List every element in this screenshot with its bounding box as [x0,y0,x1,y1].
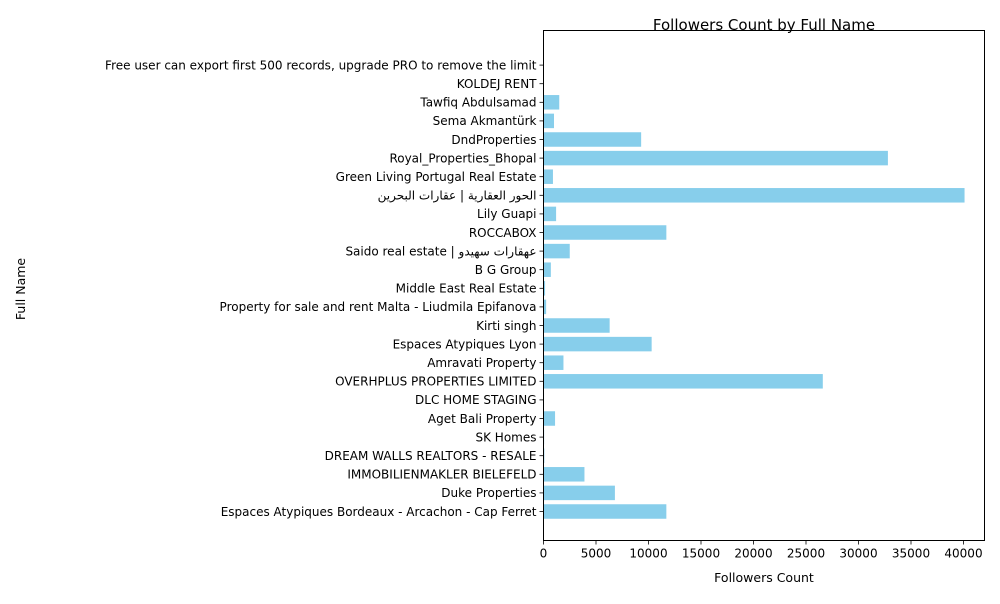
y-tick-label: ROCCABOX [469,226,537,240]
bar [544,355,564,370]
y-tick-label: B G Group [475,263,537,277]
bar [544,486,615,501]
y-tick-label: Saido real estate | عهقارات سهيدو [345,244,536,259]
bar [544,207,557,222]
bar [544,504,667,519]
x-tick-label: 30000 [839,547,877,561]
y-tick-label: KOLDEJ RENT [457,77,537,91]
x-tick-label: 20000 [734,547,772,561]
y-tick-label: Sema Akmantürk [433,114,537,128]
y-tick-label: Middle East Real Estate [396,282,537,296]
plot-frame [544,31,985,541]
y-tick-label: SK Homes [476,430,537,444]
bar [544,411,556,426]
y-tick-label: الحور العقارية | عقارات البحرين [378,189,537,204]
y-tick-label: Kirti singh [476,319,536,333]
bar [544,95,560,110]
y-tick-label: Property for sale and rent Malta - Liudm… [220,300,537,314]
bar [544,225,667,240]
bar [544,151,888,166]
x-tick-label: 15000 [682,547,720,561]
bar [544,244,570,259]
y-axis-title: Full Name [13,258,28,321]
bar [544,337,652,352]
chart-title: Followers Count by Full Name [653,16,875,34]
y-tick-label: Lily Guapi [477,207,536,221]
x-tick-label: 40000 [944,547,982,561]
bar [544,188,965,203]
bar [544,132,642,147]
y-tick-label: OVERHPLUS PROPERTIES LIMITED [335,375,536,389]
y-tick-label: DLC HOME STAGING [415,393,536,407]
y-tick-label: Duke Properties [441,486,536,500]
x-axis: 0 5000 10000 15000 20000 25000 30000 35000 40000 [540,541,983,561]
bar [544,467,585,482]
y-tick-labels: Espaces Atypiques Bordeaux - Arcachon - … [105,58,543,518]
y-tick-label: Free user can export first 500 records, … [105,58,537,72]
x-axis-title: Followers Count [714,570,814,585]
x-tick-label: 10000 [629,547,667,561]
bar [544,318,610,333]
y-tick-label: Espaces Atypiques Lyon [393,337,537,351]
y-tick-label: Amravati Property [427,356,536,370]
y-tick-label: Aget Bali Property [428,412,537,426]
x-tick-label: 0 [540,547,548,561]
y-tick-label: IMMOBILIENMAKLER BIELEFELD [347,468,536,482]
bar [544,374,823,389]
y-tick-label: DREAM WALLS REALTORS - RESALE [325,449,537,463]
y-tick-label: Royal_Properties_Bhopal [389,151,536,165]
x-tick-label: 25000 [787,547,825,561]
bar [544,169,553,184]
bar [544,114,555,128]
x-tick-label: 35000 [892,547,930,561]
y-tick-label: Green Living Portugal Real Estate [336,170,537,184]
x-tick-label: 5000 [581,547,612,561]
y-tick-label: Espaces Atypiques Bordeaux - Arcachon - … [221,505,537,519]
bar [544,262,551,277]
bars-group [544,76,965,518]
y-tick-label: DndProperties [451,133,536,147]
y-tick-label: Tawfiq Abdulsamad [419,96,536,110]
